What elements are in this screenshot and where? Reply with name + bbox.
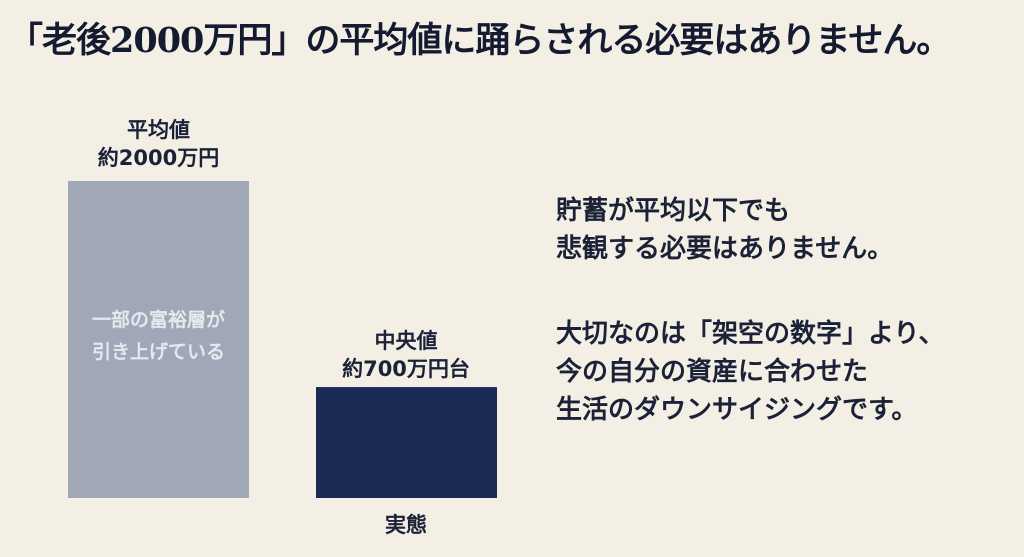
annotation-line: 一部の富裕層が bbox=[91, 309, 225, 331]
bar-label-average: 平均値 約2000万円 bbox=[68, 116, 249, 172]
message-para-1: 貯蓄が平均以下でも 悲観する必要はありません。 bbox=[556, 192, 893, 268]
bar-label-average-value: 約2000万円 bbox=[97, 146, 220, 170]
bar-label-average-name: 平均値 bbox=[127, 118, 190, 142]
bar-average bbox=[68, 181, 249, 498]
bar-inner-annotation: 一部の富裕層が 引き上げている bbox=[68, 304, 249, 368]
bar-label-median-name: 中央値 bbox=[374, 329, 438, 353]
message-para-2: 大切なのは「架空の数字」より、 今の自分の資産に合わせた 生活のダウンサイジング… bbox=[556, 315, 944, 429]
message-line: 今の自分の資産に合わせた bbox=[556, 357, 869, 387]
bar-label-median: 中央値 約700万円台 bbox=[306, 327, 506, 383]
annotation-line: 引き上げている bbox=[91, 341, 225, 363]
message-line: 悲観する必要はありません。 bbox=[556, 234, 894, 264]
message-line: 貯蓄が平均以下でも bbox=[556, 196, 791, 226]
message-line: 大切なのは「架空の数字」より、 bbox=[556, 319, 945, 349]
message-line: 生活のダウンサイジングです。 bbox=[556, 395, 918, 425]
bar-median bbox=[316, 387, 497, 498]
bar-label-median-value: 約700万円台 bbox=[342, 357, 470, 381]
page-title: 「老後2000万円」の平均値に踊らされる必要はありません。 bbox=[8, 20, 951, 61]
bottom-label: 実態 bbox=[385, 513, 427, 537]
